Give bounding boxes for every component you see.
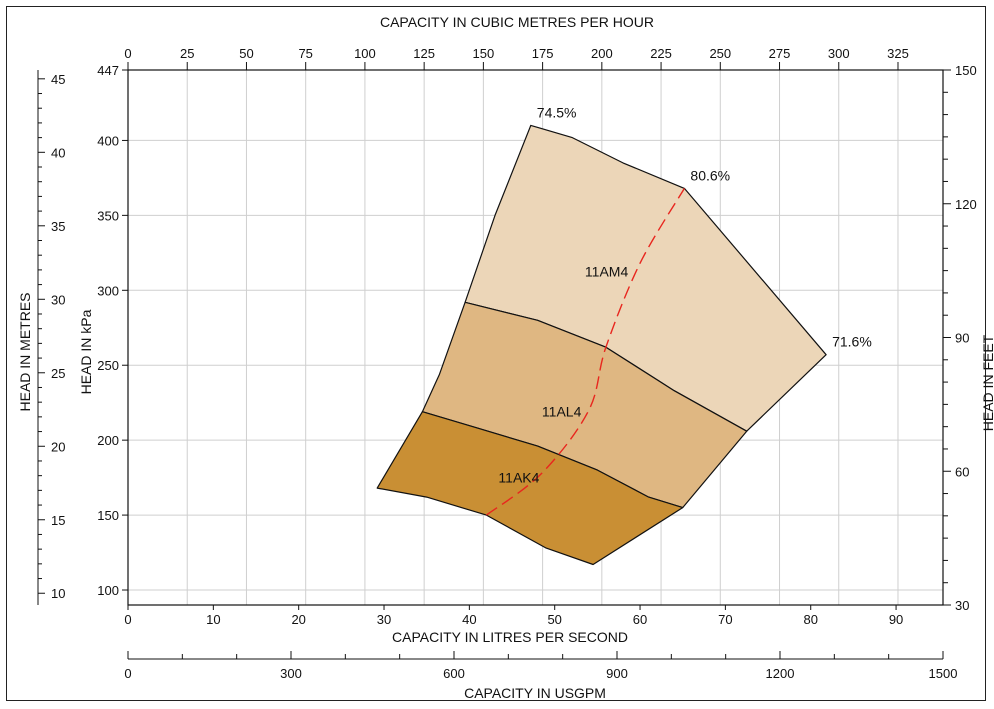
usgpm-tick-label: 0 [124,666,131,681]
x-bottom-tick-label: 20 [291,612,305,627]
x-top-tick-label: 125 [413,46,435,61]
usgpm-tick-label: 1200 [766,666,795,681]
y-kpa-axis-title: HEAD IN kPa [78,309,94,394]
y-feet-tick-label: 30 [955,598,969,613]
x-top-tick-label: 150 [473,46,495,61]
y-metres-tick-label: 35 [51,219,65,234]
pump-regions [376,124,827,566]
y-kpa-tick-label: 100 [97,583,119,598]
usgpm-tick-label: 600 [443,666,465,681]
y-feet-axis-title: HEAD IN FEET [980,334,994,431]
y-kpa-tick-label: 300 [97,283,119,298]
x-bottom-tick-label: 70 [718,612,732,627]
x-bottom-tick-label: 40 [462,612,476,627]
efficiency-dashed-line [485,188,686,516]
usgpm-axis-title: CAPACITY IN USGPM [464,685,606,701]
y-kpa-tick-label: 350 [97,208,119,223]
x-top-tick-label: 0 [124,46,131,61]
efficiency-annotation: 74.5% [537,104,577,120]
y-metres-tick-label: 15 [51,513,65,528]
efficiency-annotation: 71.6% [832,334,872,350]
y-metres-tick-label: 20 [51,439,65,454]
x-bottom-tick-label: 80 [803,612,817,627]
x-top-tick-label: 300 [828,46,850,61]
x-top-tick-label: 175 [532,46,554,61]
chart-axes: 0 25 50 75 100 125 150 175 200 225 250 275 300 325100… [37,46,977,681]
usgpm-tick-label: 900 [606,666,628,681]
y-metres-tick-label: 40 [51,145,65,160]
x-top-axis-title: CAPACITY IN CUBIC METRES PER HOUR [380,14,654,30]
y-kpa-tick-label: 400 [97,133,119,148]
x-bottom-tick-label: 10 [206,612,220,627]
x-top-tick-label: 25 [180,46,194,61]
region-11ak4 [376,411,684,566]
series-label-11al4: 11AL4 [542,404,582,420]
y-kpa-tick-label: 250 [97,358,119,373]
x-bottom-tick-label: 30 [377,612,391,627]
chart-labels: 11AK4 11AL4 11AM4 74.5% 80.6% 71.6% [498,104,871,485]
y-metres-tick-label: 25 [51,366,65,381]
y-kpa-tick-label: 150 [97,508,119,523]
series-label-11am4: 11AM4 [585,264,629,280]
y-metres-tick-label: 10 [51,586,65,601]
x-top-tick-label: 225 [650,46,672,61]
x-bottom-tick-label: 90 [889,612,903,627]
x-top-tick-label: 100 [354,46,376,61]
x-top-tick-label: 275 [769,46,791,61]
y-feet-tick-label: 60 [955,464,969,479]
usgpm-tick-label: 300 [280,666,302,681]
x-top-tick-label: 75 [298,46,312,61]
x-bottom-tick-label: 0 [124,612,131,627]
y-metres-axis-title: HEAD IN METRES [17,292,33,411]
y-feet-tick-label: 90 [955,331,969,346]
x-top-tick-label: 50 [239,46,253,61]
x-bottom-axis-title: CAPACITY IN LITRES PER SECOND [392,629,628,645]
y-kpa-tick-label: 200 [97,433,119,448]
x-bottom-tick-label: 60 [633,612,647,627]
x-top-tick-label: 200 [591,46,613,61]
y-feet-tick-label: 150 [955,63,977,78]
y-metres-tick-label: 30 [51,292,65,307]
efficiency-annotation: 80.6% [690,167,730,183]
x-bottom-tick-label: 50 [547,612,561,627]
usgpm-tick-label: 1500 [929,666,958,681]
x-top-tick-label: 250 [709,46,731,61]
chart-frame [6,6,986,701]
y-feet-tick-label: 120 [955,197,977,212]
x-top-tick-label: 325 [887,46,909,61]
series-label-11ak4: 11AK4 [498,470,539,486]
y-kpa-tick-label: 447 [97,63,119,78]
y-metres-tick-label: 45 [51,72,65,87]
